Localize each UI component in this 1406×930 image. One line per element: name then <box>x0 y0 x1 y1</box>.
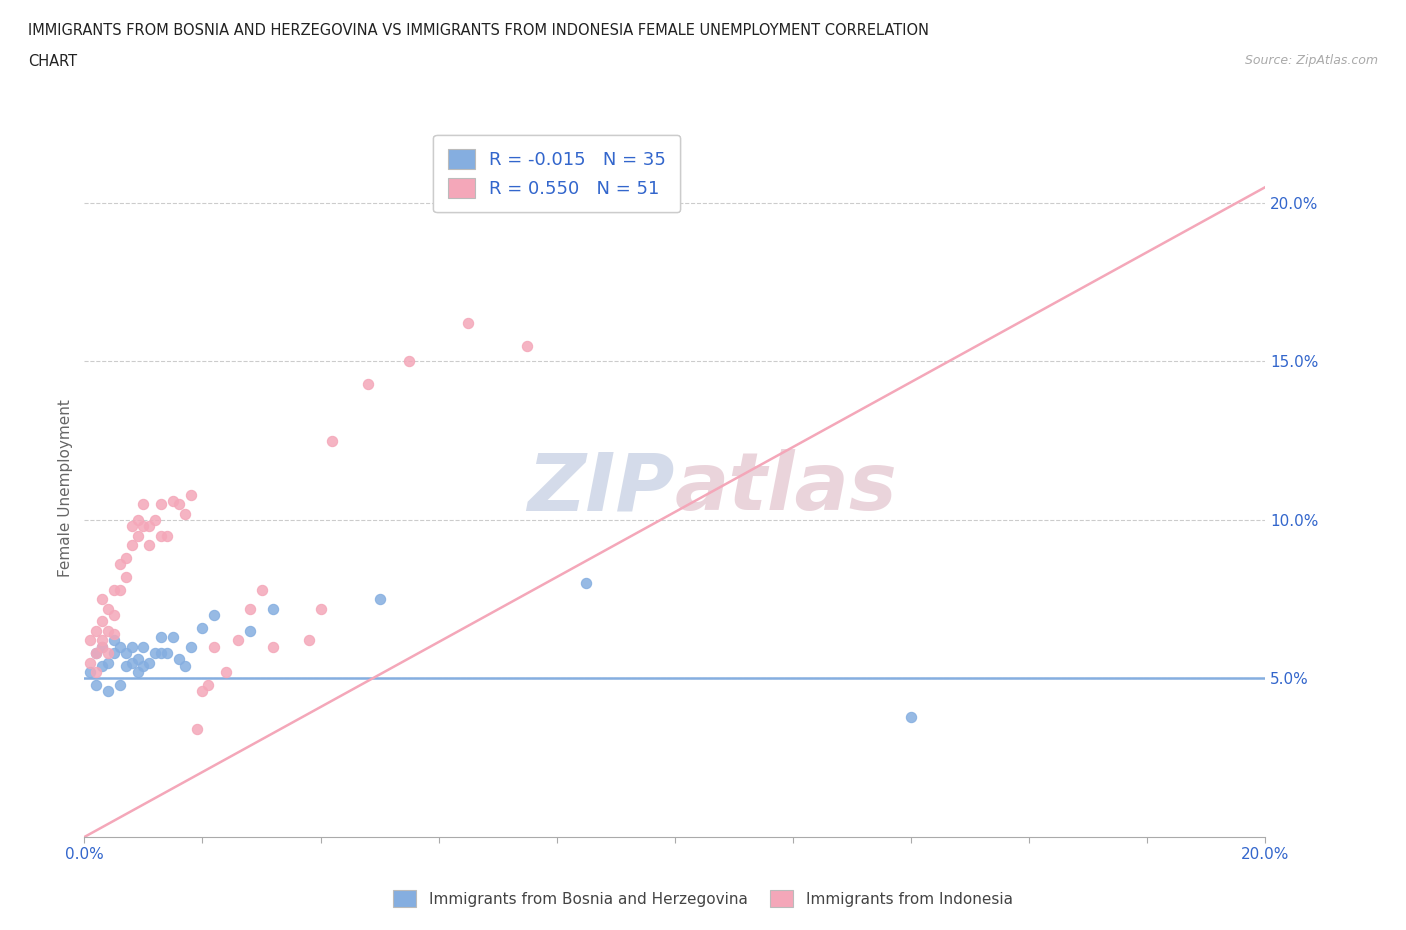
Point <box>108 677 131 692</box>
Point <box>132 639 155 654</box>
Point <box>103 627 125 642</box>
Point <box>150 528 173 543</box>
Point <box>138 655 160 670</box>
Point <box>79 633 101 648</box>
Point <box>91 614 114 629</box>
Point <box>127 652 149 667</box>
Point <box>239 602 262 617</box>
Point <box>262 602 284 617</box>
Y-axis label: Female Unemployment: Female Unemployment <box>58 399 73 578</box>
Point <box>103 645 125 660</box>
Point <box>114 658 136 673</box>
Legend: R = -0.015   N = 35, R = 0.550   N = 51: R = -0.015 N = 35, R = 0.550 N = 51 <box>433 135 681 212</box>
Point <box>132 497 155 512</box>
Point <box>321 433 343 448</box>
Point <box>114 569 136 584</box>
Point <box>114 645 136 660</box>
Point <box>398 354 420 369</box>
Point <box>173 658 195 673</box>
Point <box>357 376 380 391</box>
Point <box>150 497 173 512</box>
Point <box>575 576 598 591</box>
Point <box>91 591 114 606</box>
Point <box>516 339 538 353</box>
Point <box>132 519 155 534</box>
Point <box>91 639 114 654</box>
Point <box>156 645 179 660</box>
Point <box>368 591 391 606</box>
Point <box>91 633 114 648</box>
Point <box>167 652 190 667</box>
Point <box>202 607 225 622</box>
Text: IMMIGRANTS FROM BOSNIA AND HERZEGOVINA VS IMMIGRANTS FROM INDONESIA FEMALE UNEMP: IMMIGRANTS FROM BOSNIA AND HERZEGOVINA V… <box>28 23 929 38</box>
Point <box>138 519 160 534</box>
Point <box>84 623 107 638</box>
Point <box>103 582 125 597</box>
Point <box>132 658 155 673</box>
Point <box>91 639 114 654</box>
Text: Source: ZipAtlas.com: Source: ZipAtlas.com <box>1244 54 1378 67</box>
Point <box>202 639 225 654</box>
Point <box>84 645 107 660</box>
Point <box>84 665 107 680</box>
Point <box>250 582 273 597</box>
Point <box>457 316 479 331</box>
Point <box>162 630 184 644</box>
Point <box>127 665 149 680</box>
Point <box>298 633 321 648</box>
Point <box>108 557 131 572</box>
Point <box>108 639 131 654</box>
Point <box>900 709 922 724</box>
Point <box>239 623 262 638</box>
Point <box>309 602 332 617</box>
Point <box>173 506 195 521</box>
Point <box>114 551 136 565</box>
Point <box>97 602 120 617</box>
Point <box>262 639 284 654</box>
Point <box>97 623 120 638</box>
Point <box>150 645 173 660</box>
Point <box>127 512 149 527</box>
Point <box>143 512 166 527</box>
Point <box>79 655 101 670</box>
Legend: Immigrants from Bosnia and Herzegovina, Immigrants from Indonesia: Immigrants from Bosnia and Herzegovina, … <box>388 884 1018 913</box>
Text: CHART: CHART <box>28 54 77 69</box>
Point <box>215 665 238 680</box>
Point <box>103 607 125 622</box>
Point <box>180 487 202 502</box>
Point <box>180 639 202 654</box>
Point <box>150 630 173 644</box>
Point <box>103 633 125 648</box>
Point <box>84 677 107 692</box>
Point <box>191 620 214 635</box>
Point <box>84 645 107 660</box>
Point <box>226 633 249 648</box>
Text: ZIP: ZIP <box>527 449 675 527</box>
Point <box>91 658 114 673</box>
Point <box>97 655 120 670</box>
Point <box>121 538 143 552</box>
Point <box>197 677 219 692</box>
Point <box>79 665 101 680</box>
Text: atlas: atlas <box>675 449 897 527</box>
Point <box>156 528 179 543</box>
Point <box>121 639 143 654</box>
Point <box>97 684 120 698</box>
Point <box>191 684 214 698</box>
Point <box>143 645 166 660</box>
Point <box>108 582 131 597</box>
Point <box>97 645 120 660</box>
Point <box>186 722 208 737</box>
Point <box>167 497 190 512</box>
Point <box>121 655 143 670</box>
Point <box>138 538 160 552</box>
Point <box>162 494 184 509</box>
Point <box>121 519 143 534</box>
Point <box>127 528 149 543</box>
